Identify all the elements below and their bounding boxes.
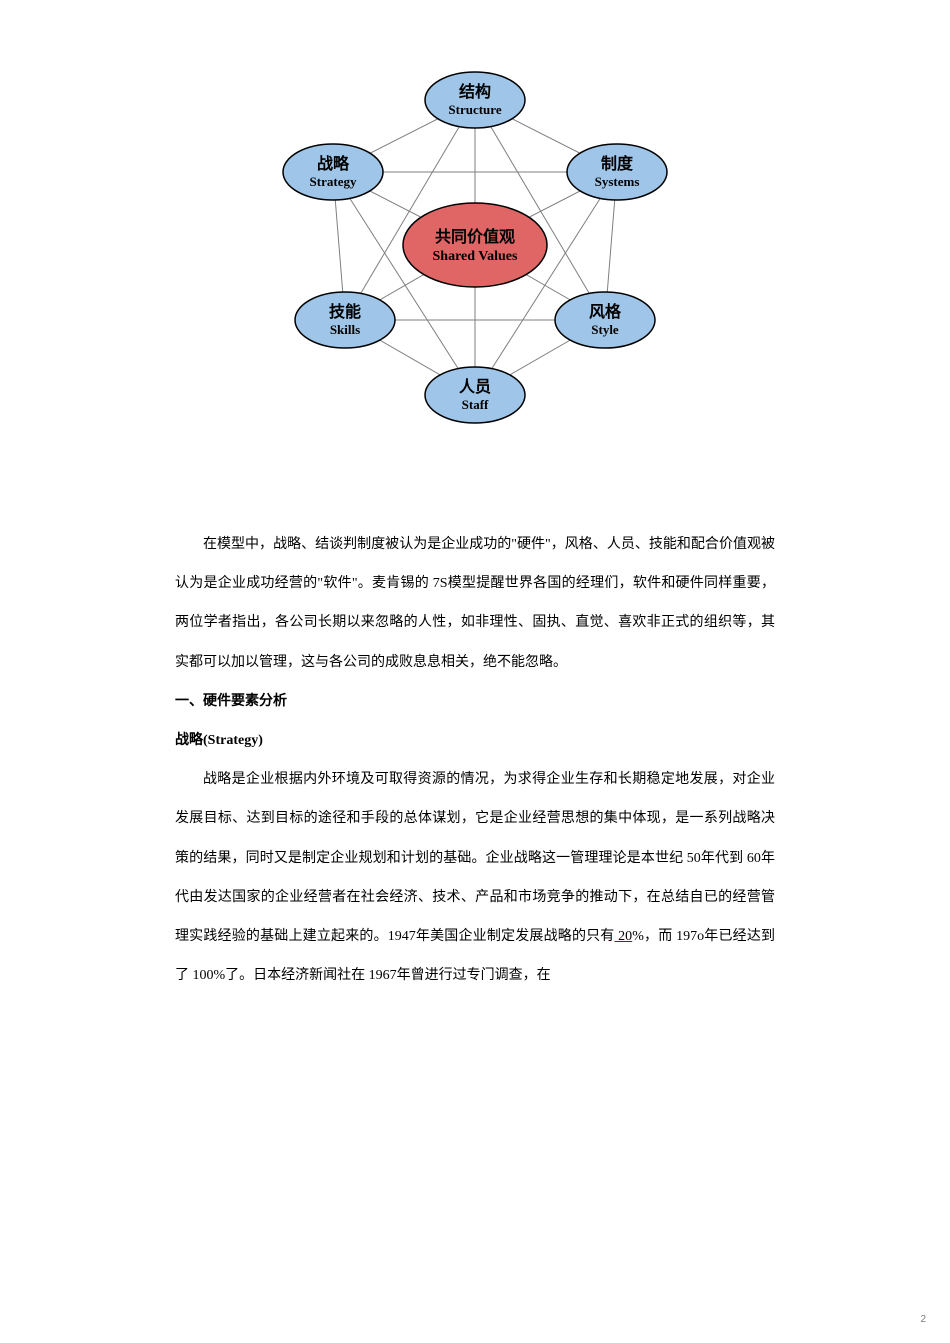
svg-text:Systems: Systems xyxy=(595,174,640,189)
svg-text:Shared Values: Shared Values xyxy=(433,249,518,264)
para2-part-a: 战略是企业根据内外环境及可取得资源的情况，为求得企业生存和长期稳定地发展，对企业… xyxy=(175,772,775,944)
section-heading-hardware: 一、硬件要素分析 xyxy=(175,682,775,721)
svg-text:Strategy: Strategy xyxy=(310,174,357,189)
svg-text:Style: Style xyxy=(591,322,619,337)
sub-heading-strategy: 战略(Strategy) xyxy=(175,721,775,760)
svg-text:Structure: Structure xyxy=(448,102,501,117)
svg-text:共同价值观: 共同价值观 xyxy=(435,227,515,246)
svg-text:Skills: Skills xyxy=(330,322,360,337)
svg-text:战略: 战略 xyxy=(317,154,350,173)
svg-text:制度: 制度 xyxy=(601,154,634,173)
svg-text:结构: 结构 xyxy=(458,82,491,101)
svg-text:风格: 风格 xyxy=(589,302,622,321)
7s-diagram-svg: 共同价值观 Shared Values 结构Structure 战略Strategy 制… xyxy=(265,60,685,430)
paragraph-2: 战略是企业根据内外环境及可取得资源的情况，为求得企业生存和长期稳定地发展，对企业… xyxy=(175,760,775,995)
svg-text:Staff: Staff xyxy=(462,397,489,412)
mckinsey-7s-diagram: 共同价值观 Shared Values 结构Structure 战略Strategy 制… xyxy=(265,60,685,435)
paragraph-1: 在模型中，战略、结谈判制度被认为是企业成功的"硬件"，风格、人员、技能和配合价值… xyxy=(175,525,775,682)
underlined-20: 20 xyxy=(615,929,633,944)
body-text-block: 在模型中，战略、结谈判制度被认为是企业成功的"硬件"，风格、人员、技能和配合价值… xyxy=(175,525,775,995)
svg-text:技能: 技能 xyxy=(329,302,361,321)
page-number: 2 xyxy=(920,1314,926,1325)
svg-text:人员: 人员 xyxy=(459,378,491,396)
